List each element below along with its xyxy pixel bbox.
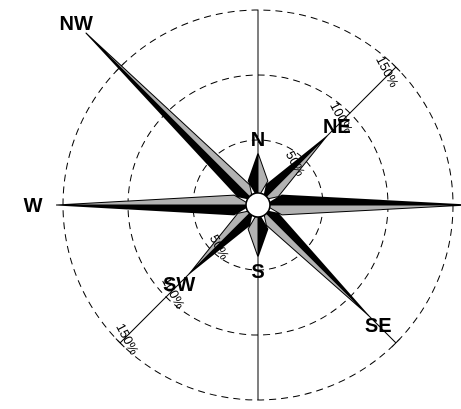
axis-tick — [391, 62, 401, 72]
petal-w-light — [56, 194, 252, 206]
direction-labels: NNEESESSWWNW — [24, 13, 392, 337]
scale-label: 150% — [373, 53, 402, 90]
center-hub — [245, 192, 271, 218]
wind-petals — [56, 32, 461, 316]
petal-nw-light — [85, 32, 254, 201]
direction-label-s: S — [251, 261, 264, 283]
direction-label-sw: SW — [163, 274, 195, 296]
petal-s-light — [247, 211, 259, 258]
direction-label-se: SE — [365, 315, 392, 337]
petal-e-light — [264, 204, 461, 216]
direction-label-n: N — [251, 129, 265, 151]
scale-label: 150% — [113, 321, 142, 358]
direction-label-ne: NE — [323, 116, 351, 138]
petal-n-light — [257, 152, 269, 199]
petal-e-dark — [264, 194, 461, 206]
axis-tick — [391, 338, 401, 348]
petal-sw-light — [188, 209, 254, 275]
direction-label-w: W — [24, 195, 43, 217]
petal-w-dark — [56, 204, 252, 216]
petal-ne-light — [262, 135, 328, 201]
direction-label-nw: NW — [60, 13, 93, 35]
petal-se-light — [262, 209, 369, 316]
axis-tick — [115, 338, 125, 348]
